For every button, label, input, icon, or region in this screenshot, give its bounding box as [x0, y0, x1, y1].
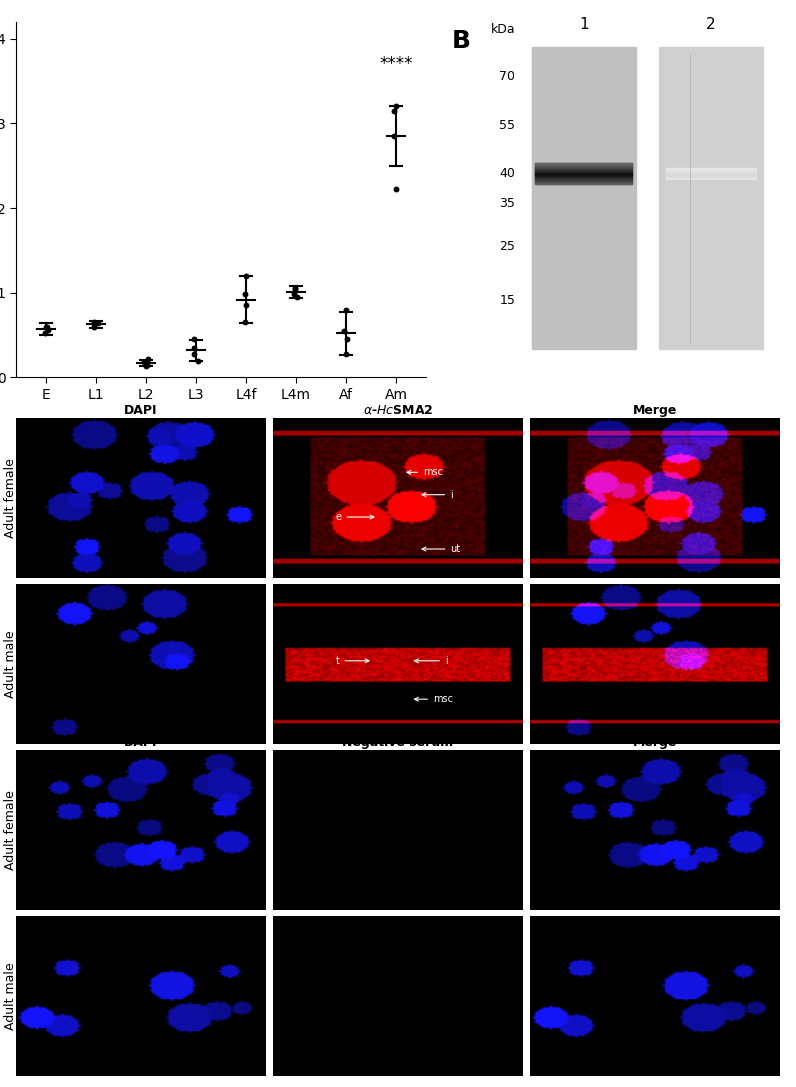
Text: e: e [336, 512, 374, 522]
Point [188, 330, 201, 348]
Point [390, 180, 403, 198]
Point [188, 339, 201, 357]
Title: DAPI: DAPI [124, 404, 158, 416]
Y-axis label: Adult female: Adult female [4, 458, 17, 538]
Text: 25: 25 [499, 240, 515, 252]
Point [288, 285, 301, 302]
Point [188, 345, 201, 362]
Title: Merge: Merge [633, 736, 677, 749]
Point [240, 297, 252, 314]
Point [137, 353, 150, 371]
Point [42, 322, 55, 339]
Point [289, 279, 302, 297]
Point [288, 280, 301, 298]
Point [339, 345, 352, 362]
Title: DAPI: DAPI [124, 736, 158, 749]
Text: i: i [422, 490, 453, 500]
Point [239, 286, 252, 303]
Point [41, 318, 53, 336]
Point [341, 330, 353, 348]
Point [92, 314, 104, 332]
Text: i: i [415, 655, 448, 666]
Point [191, 352, 204, 370]
Y-axis label: Adult male: Adult male [4, 630, 17, 698]
Point [40, 318, 53, 336]
Text: 15: 15 [499, 295, 515, 308]
Text: t: t [336, 655, 369, 666]
Y-axis label: Adult male: Adult male [4, 962, 17, 1030]
Point [240, 267, 252, 285]
Point [340, 301, 353, 318]
Title: Negative serum: Negative serum [342, 736, 454, 749]
Point [39, 325, 52, 342]
Title: Merge: Merge [633, 404, 677, 416]
Text: ut: ut [422, 544, 460, 554]
Text: msc: msc [407, 467, 443, 477]
Point [88, 314, 100, 332]
Bar [532, 47, 636, 349]
Text: B: B [451, 29, 470, 53]
Text: 55: 55 [499, 118, 515, 132]
Point [388, 102, 400, 120]
Text: 40: 40 [499, 167, 515, 180]
Point [88, 318, 100, 336]
Point [88, 315, 100, 333]
Text: kDa: kDa [490, 23, 515, 36]
Point [239, 314, 252, 332]
Point [142, 350, 154, 367]
Point [388, 127, 400, 145]
Point [290, 288, 302, 305]
Text: msc: msc [415, 695, 453, 704]
Text: 2: 2 [706, 17, 716, 33]
Bar [659, 47, 763, 349]
Text: 70: 70 [499, 71, 515, 84]
Point [338, 322, 351, 339]
Text: ****: **** [379, 54, 412, 73]
Point [140, 358, 153, 375]
Text: 35: 35 [499, 198, 515, 211]
Title: $\alpha$-$\it{Hc}$SMA2: $\alpha$-$\it{Hc}$SMA2 [363, 404, 433, 416]
Point [141, 357, 154, 374]
Text: 1: 1 [579, 17, 588, 33]
Point [390, 98, 403, 115]
Y-axis label: Adult female: Adult female [4, 790, 17, 870]
